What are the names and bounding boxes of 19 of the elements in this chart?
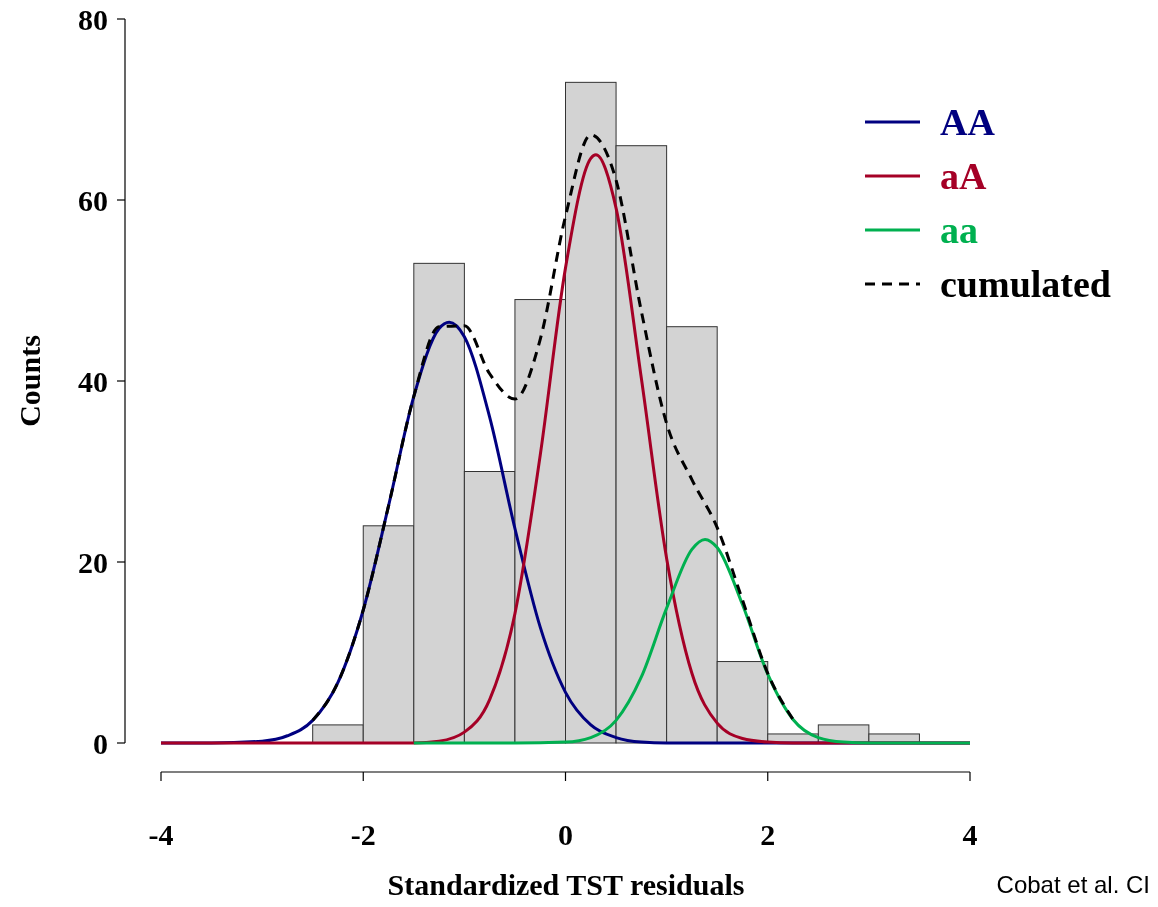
x-axis-title: Standardized TST residuals bbox=[387, 868, 745, 901]
x-tick-label: -4 bbox=[148, 818, 174, 851]
x-tick-label: 4 bbox=[962, 818, 978, 851]
y-tick-label: 60 bbox=[78, 183, 108, 217]
y-axis-title: Counts bbox=[13, 335, 46, 427]
legend-label: cumulated bbox=[940, 263, 1111, 306]
line-series bbox=[412, 537, 972, 745]
x-tick-label: -2 bbox=[350, 818, 376, 851]
x-tick-label: 2 bbox=[760, 818, 776, 851]
y-tick-label: 20 bbox=[78, 545, 108, 579]
x-tick-label: 0 bbox=[558, 818, 573, 851]
legend-label: aa bbox=[940, 209, 978, 252]
line-series bbox=[311, 133, 795, 722]
legend-label: AA bbox=[940, 101, 996, 144]
y-tick-label: 0 bbox=[93, 726, 108, 760]
y-tick-label: 40 bbox=[78, 364, 108, 398]
legend-label: aA bbox=[940, 155, 987, 198]
y-tick-label: 80 bbox=[78, 2, 108, 36]
text: Cobat et al. CI bbox=[996, 871, 1150, 898]
